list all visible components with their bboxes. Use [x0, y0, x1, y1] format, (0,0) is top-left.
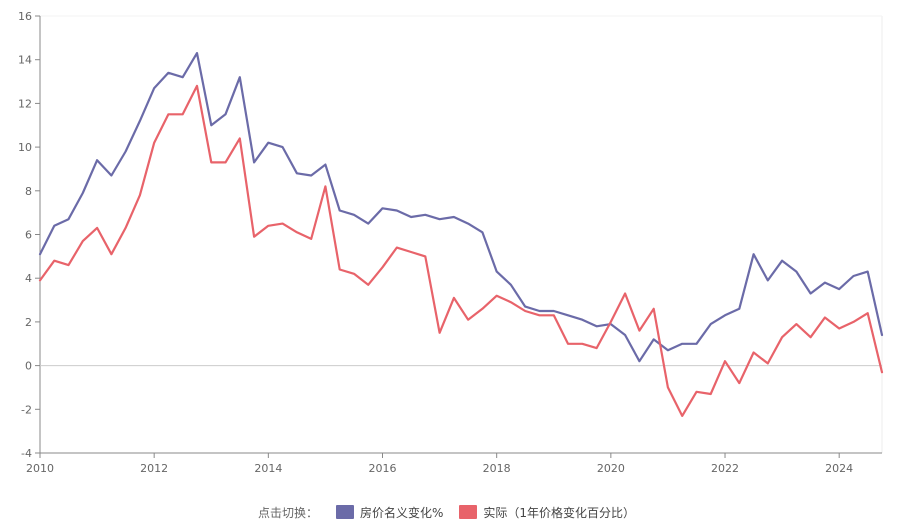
series-line-real	[38, 84, 884, 417]
y-tick-label: -2	[21, 403, 32, 416]
y-tick-label: 10	[18, 141, 32, 154]
x-tick-label: 2016	[369, 462, 397, 475]
legend-title: 点击切换：	[257, 505, 318, 520]
y-tick-label: 2	[25, 316, 32, 329]
x-tick-label: 2010	[26, 462, 54, 475]
y-tick-label: 6	[25, 229, 32, 242]
legend-swatch-real	[459, 505, 478, 519]
legend-label-real: 实际（1年价格变化百分比）	[483, 505, 636, 520]
legend-swatch-nominal	[335, 505, 354, 519]
y-tick-label: 16	[18, 10, 32, 23]
x-tick-label: 2024	[825, 462, 853, 475]
y-tick-label: 8	[25, 185, 32, 198]
line-chart: -4 -2 0 2 4 6 8 10 12 14 16 2010 2012 2014 2016 2018 202…	[18, 10, 884, 475]
y-tick-label: -4	[21, 447, 32, 460]
legend-item-real[interactable]: 实际（1年价格变化百分比）	[459, 504, 635, 521]
series-line-nominal	[38, 51, 884, 363]
legend-label-nominal: 房价名义变化%	[359, 505, 444, 520]
x-tick-label: 2020	[597, 462, 625, 475]
x-tick-label: 2018	[483, 462, 511, 475]
y-tick-label: 0	[25, 360, 32, 373]
legend-item-nominal[interactable]: 房价名义变化%	[335, 504, 444, 521]
x-tick-label: 2012	[140, 462, 168, 475]
y-tick-label: 14	[18, 54, 32, 67]
legend: 点击切换： 房价名义变化% 实际（1年价格变化百分比）	[0, 500, 899, 524]
y-tick-label: 12	[18, 97, 32, 110]
x-tick-label: 2022	[711, 462, 739, 475]
x-tick-label: 2014	[254, 462, 282, 475]
y-tick-label: 4	[25, 272, 32, 285]
plot-area: -4 -2 0 2 4 6 8 10 12 14 16 2010 2012 2014 2016 2018 202…	[18, 10, 884, 475]
